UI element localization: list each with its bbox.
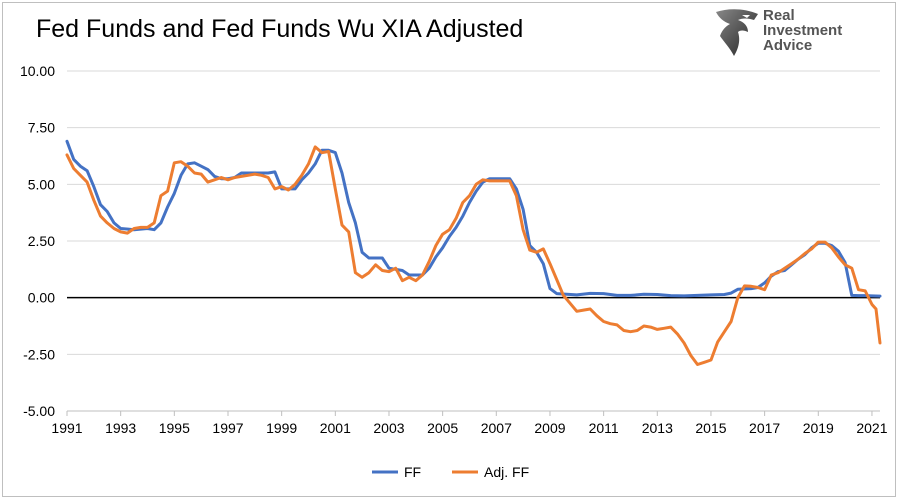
brand-logo: Real Investment Advice xyxy=(714,6,884,58)
series-line-ff xyxy=(65,139,882,298)
x-tick-label: 2009 xyxy=(534,420,565,436)
x-axis-tick-labels: 1991 1993 1995 1997 1999 2001 2003 2005 2007 2009… xyxy=(51,420,887,436)
x-tick-label: 1993 xyxy=(105,420,136,436)
legend-label: Adj. FF xyxy=(484,464,529,480)
y-tick-label: -2.50 xyxy=(23,346,55,362)
x-tick-label: 2015 xyxy=(695,420,726,436)
y-tick-label: -5.00 xyxy=(23,403,55,419)
y-tick-label: 2.50 xyxy=(28,233,55,249)
series-line-adj-ff xyxy=(65,145,882,366)
x-tick-label: 1999 xyxy=(266,420,297,436)
logo-line-1: Real xyxy=(763,7,795,24)
x-tick-label: 2005 xyxy=(427,420,458,436)
x-tick-label: 1997 xyxy=(212,420,243,436)
x-tick-label: 2007 xyxy=(481,420,512,436)
x-tick-label: 2001 xyxy=(320,420,351,436)
x-tick-label: 2003 xyxy=(373,420,404,436)
y-tick-label: 10.00 xyxy=(20,63,55,79)
y-tick-label: 5.00 xyxy=(28,176,55,192)
eagle-icon xyxy=(716,9,758,56)
y-tick-label: 0.00 xyxy=(28,290,55,306)
x-tick-label: 2013 xyxy=(642,420,673,436)
legend-label: FF xyxy=(404,464,421,480)
logo-line-2: Investment xyxy=(763,22,843,39)
x-tick-label: 2011 xyxy=(589,420,619,436)
x-tick-label: 2019 xyxy=(803,420,834,436)
y-axis-tick-labels: 10.00 7.50 5.00 2.50 0.00 -2.50 -5.00 xyxy=(20,63,55,419)
chart-title: Fed Funds and Fed Funds Wu XIA Adjusted xyxy=(36,15,524,43)
series-lines xyxy=(65,139,882,366)
axes xyxy=(66,296,880,416)
legend: FF Adj. FF xyxy=(372,464,529,480)
x-tick-label: 2021 xyxy=(856,420,887,436)
logo-line-3: Advice xyxy=(763,37,813,54)
x-tick-label: 2017 xyxy=(749,420,780,436)
x-tick-label: 1991 xyxy=(51,420,82,436)
y-tick-label: 7.50 xyxy=(28,120,55,136)
gridlines xyxy=(67,70,880,412)
x-tick-label: 1995 xyxy=(159,420,190,436)
logo-text: Real Investment Advice xyxy=(763,8,842,53)
